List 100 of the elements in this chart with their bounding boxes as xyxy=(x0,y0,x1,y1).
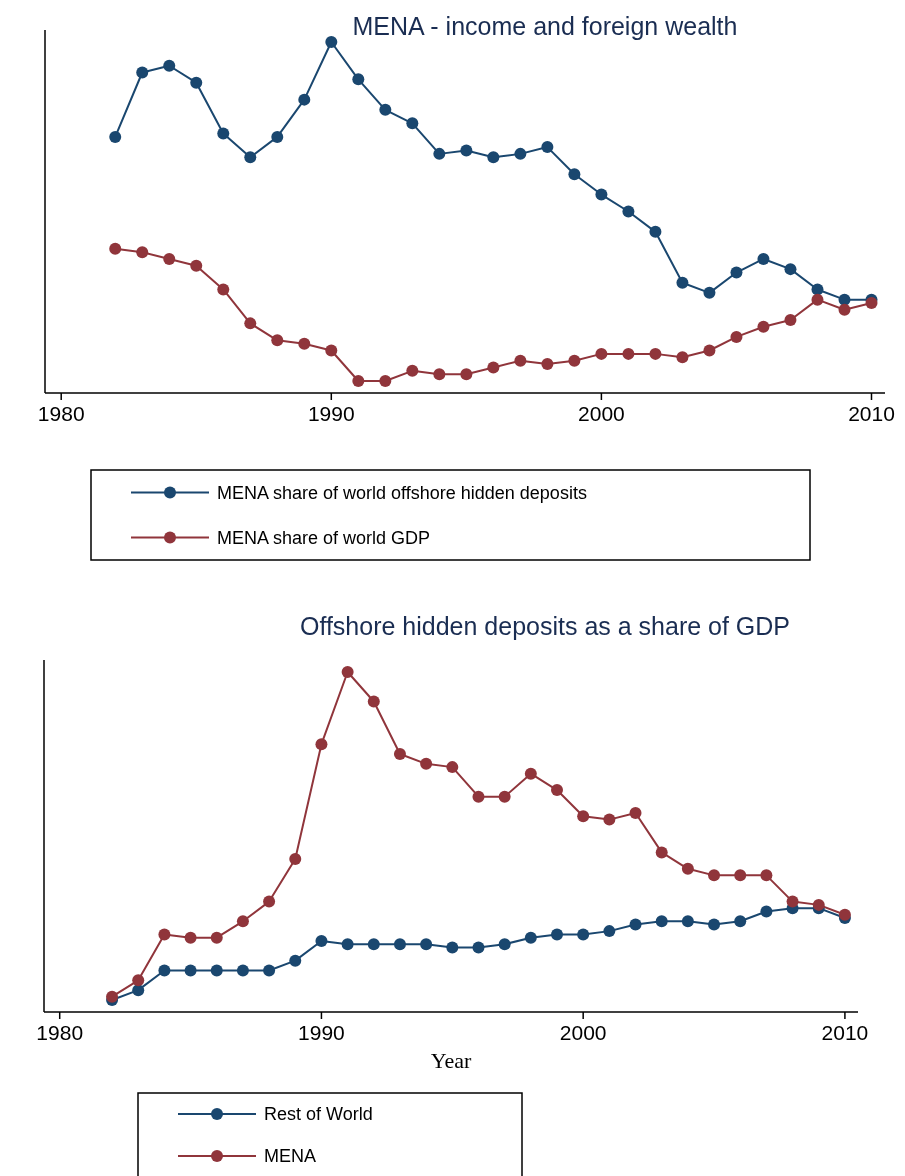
point xyxy=(163,252,176,265)
point xyxy=(244,317,257,330)
point xyxy=(487,151,500,164)
point xyxy=(244,151,257,164)
point xyxy=(163,59,176,72)
point xyxy=(158,928,171,941)
point xyxy=(217,127,230,140)
x-tick-label: 1990 xyxy=(307,402,355,425)
point xyxy=(433,147,446,160)
point xyxy=(681,915,694,928)
x-axis-title: Year xyxy=(430,1048,472,1073)
point xyxy=(649,225,662,238)
point xyxy=(341,666,354,678)
x-tick-label: 1980 xyxy=(36,1021,84,1044)
point xyxy=(595,347,608,360)
point xyxy=(649,347,662,360)
point xyxy=(838,303,851,316)
point xyxy=(406,364,419,377)
point xyxy=(341,938,354,951)
point xyxy=(757,252,770,265)
x-tick-label: 1990 xyxy=(298,1021,345,1044)
point xyxy=(577,810,590,823)
point xyxy=(676,351,689,364)
point xyxy=(136,66,149,79)
point xyxy=(393,748,406,760)
point xyxy=(472,790,485,803)
point xyxy=(289,954,302,967)
point xyxy=(315,934,328,947)
point xyxy=(811,283,824,296)
point xyxy=(315,738,328,751)
point xyxy=(812,898,825,911)
point xyxy=(865,297,878,310)
point xyxy=(514,147,527,160)
x-tick-label: 2010 xyxy=(821,1021,869,1044)
point xyxy=(551,784,563,797)
point xyxy=(132,974,145,987)
point xyxy=(367,938,380,951)
legend-label: MENA xyxy=(264,1146,317,1166)
point xyxy=(703,286,716,299)
point xyxy=(325,344,338,357)
point xyxy=(681,862,694,875)
point xyxy=(236,964,249,977)
point xyxy=(406,117,419,130)
point xyxy=(784,313,797,326)
chart-title: MENA - income and foreign wealth xyxy=(352,12,738,40)
point xyxy=(551,928,563,941)
point xyxy=(420,938,433,951)
point xyxy=(487,361,500,374)
point xyxy=(784,263,797,276)
point xyxy=(109,242,122,255)
point xyxy=(446,761,459,774)
point xyxy=(595,188,608,201)
point xyxy=(446,941,459,954)
point xyxy=(460,144,473,157)
point xyxy=(734,869,747,882)
point xyxy=(210,964,223,977)
point xyxy=(136,246,149,259)
point xyxy=(106,990,119,1003)
point xyxy=(498,938,511,951)
point xyxy=(263,895,276,908)
legend-label: Rest of World xyxy=(264,1104,373,1124)
point xyxy=(730,330,743,343)
point xyxy=(393,938,406,951)
point xyxy=(367,695,380,708)
point xyxy=(158,964,171,977)
point xyxy=(210,931,223,944)
point xyxy=(838,908,851,921)
point xyxy=(289,852,302,865)
point xyxy=(568,354,581,367)
point xyxy=(271,334,284,347)
point xyxy=(730,266,743,279)
point xyxy=(541,141,554,154)
point xyxy=(263,964,276,977)
point xyxy=(433,368,446,381)
x-tick-label: 2000 xyxy=(559,1021,607,1044)
legend-label: MENA share of world GDP xyxy=(217,527,431,548)
point xyxy=(498,790,511,803)
x-tick-label: 2000 xyxy=(578,402,625,425)
point xyxy=(838,293,851,306)
point xyxy=(109,130,122,143)
point xyxy=(352,375,365,387)
point xyxy=(379,375,392,387)
point xyxy=(132,984,145,997)
point xyxy=(379,103,392,116)
point xyxy=(603,925,616,938)
point xyxy=(524,931,537,944)
point xyxy=(786,895,799,908)
point xyxy=(708,869,721,882)
point xyxy=(190,76,203,89)
point xyxy=(541,358,554,371)
point xyxy=(708,918,721,931)
point xyxy=(629,807,642,820)
point xyxy=(184,931,197,944)
point xyxy=(622,205,635,218)
point xyxy=(352,73,365,86)
point xyxy=(236,915,249,928)
point xyxy=(622,347,635,360)
point xyxy=(757,320,770,333)
legend-label: MENA share of world offshore hidden deposits xyxy=(217,482,587,503)
point xyxy=(298,93,311,106)
